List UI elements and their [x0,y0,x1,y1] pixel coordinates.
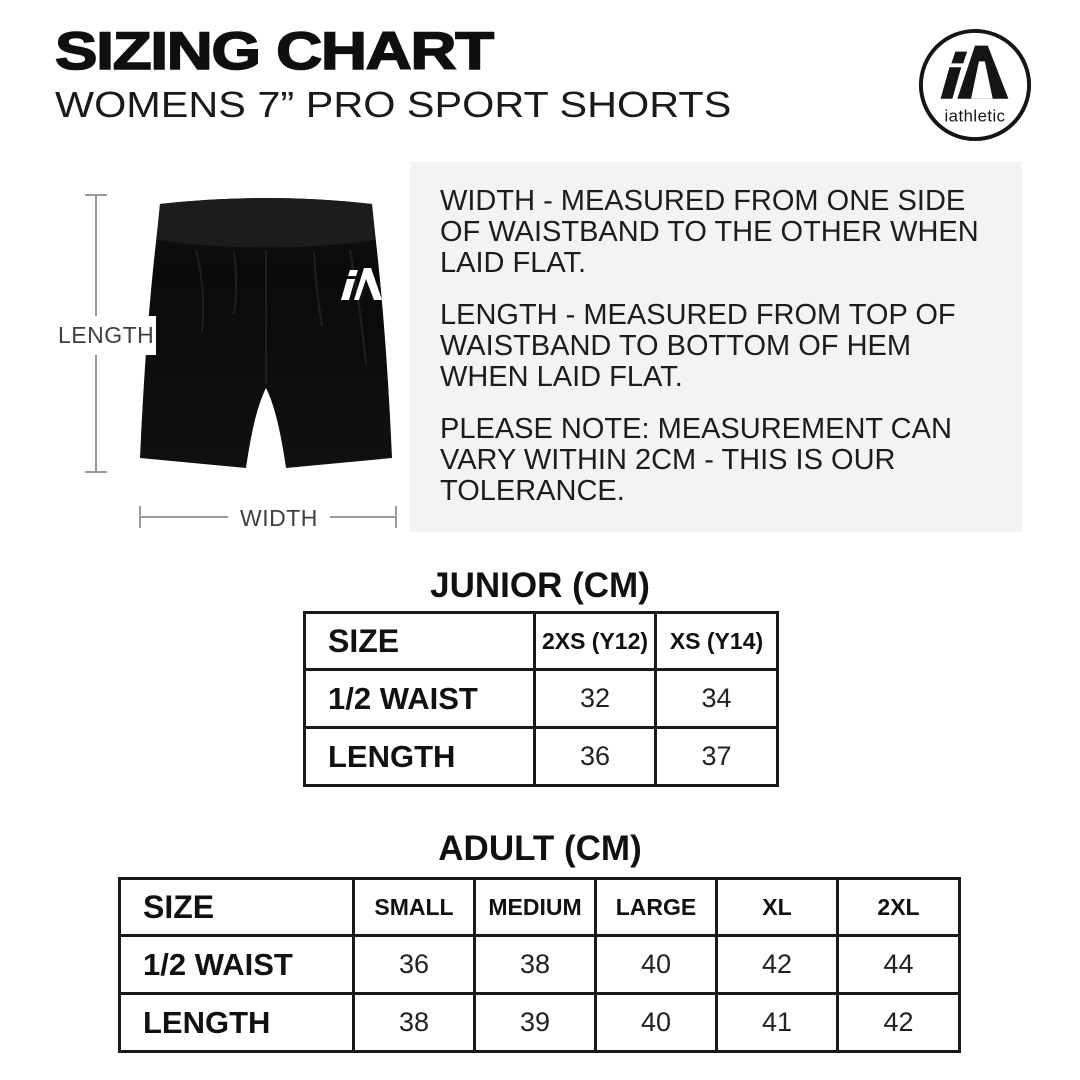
junior-col-header-2xs: 2XS (Y12) [533,611,657,671]
table-cell: 36 [533,726,657,787]
junior-header-row: SIZE 2XS (Y12) XS (Y14) [303,611,779,671]
page-title: SIZING CHART [54,22,495,81]
adult-col-header-medium: MEDIUM [473,877,597,937]
adult-row-half-waist: 1/2 WAIST 36 38 40 42 44 [118,934,961,995]
junior-col-header-size: SIZE [303,611,536,671]
length-measure-cap-bottom [85,471,107,473]
adult-size-table: SIZE SMALL MEDIUM LARGE XL 2XL 1/2 WAIST… [118,877,961,1053]
adult-col-header-size: SIZE [118,877,355,937]
shorts-product-image [140,198,392,468]
width-measure-cap-left [139,506,141,528]
page-header: SIZING CHART WOMENS 7” PRO SPORT SHORTS [54,23,731,123]
table-cell: 44 [836,934,961,995]
width-note: WIDTH - MEASURED FROM ONE SIDE OF WAISTB… [440,185,979,279]
table-cell: 40 [594,992,718,1053]
page-subtitle: WOMENS 7” PRO SPORT SHORTS [55,83,732,125]
table-cell: 40 [594,934,718,995]
table-cell: 42 [715,934,839,995]
table-cell: 37 [654,726,779,787]
width-measure-cap-right [395,506,397,528]
junior-row-half-waist: 1/2 WAIST 32 34 [303,668,779,729]
shorts-ia-logo-cut [359,279,374,300]
fabric-creases [195,249,367,384]
junior-size-table: SIZE 2XS (Y12) XS (Y14) 1/2 WAIST 32 34 … [303,611,779,787]
logo-wordmark: iathletic [944,106,1005,125]
shorts-waistband [157,198,375,248]
adult-col-header-xl: XL [715,877,839,937]
adult-col-header-large: LARGE [594,877,718,937]
table-cell: 32 [533,668,657,729]
table-cell: 34 [654,668,779,729]
table-cell: 41 [715,992,839,1053]
adult-row-length: LENGTH 38 39 40 41 42 [118,992,961,1053]
row-label: 1/2 WAIST [118,934,355,995]
row-label: 1/2 WAIST [303,668,536,729]
table-cell: 39 [473,992,597,1053]
table-cell: 42 [836,992,961,1053]
length-note: LENGTH - MEASURED FROM TOP OF WAISTBAND … [440,299,956,393]
adult-table-title: ADULT (CM) [438,829,642,868]
length-measure-label: LENGTH [56,316,157,355]
table-cell: 36 [352,934,476,995]
row-label: LENGTH [118,992,355,1053]
adult-col-header-2xl: 2XL [836,877,961,937]
shorts-ia-logo-icon [341,268,382,300]
ia-monogram-cut [971,61,993,99]
width-measure-label: WIDTH [228,505,330,532]
table-cell: 38 [473,934,597,995]
length-measure-cap-top [85,194,107,196]
junior-row-length: LENGTH 36 37 [303,726,779,787]
iathletic-logo-icon: iathletic [918,28,1032,142]
measurement-notes-panel: WIDTH - MEASURED FROM ONE SIDE OF WAISTB… [410,162,1022,532]
tolerance-note: PLEASE NOTE: MEASUREMENT CAN VARY WITHIN… [440,413,952,507]
table-cell: 38 [352,992,476,1053]
adult-col-header-small: SMALL [352,877,476,937]
adult-header-row: SIZE SMALL MEDIUM LARGE XL 2XL [118,877,961,937]
junior-col-header-xs: XS (Y14) [654,611,779,671]
junior-table-title: JUNIOR (CM) [430,566,650,605]
row-label: LENGTH [303,726,536,787]
